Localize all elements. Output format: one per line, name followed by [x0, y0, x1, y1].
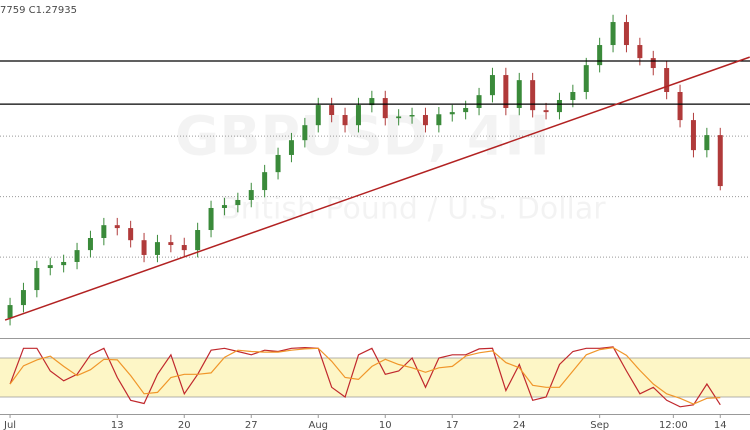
candle-body	[556, 99, 562, 113]
candle-body	[650, 58, 656, 69]
candle-body	[114, 225, 120, 229]
candle-body	[543, 110, 549, 113]
x-tick-label: Sep	[590, 420, 609, 430]
x-tick-label: 10	[379, 420, 392, 430]
x-tick-label: Jul	[3, 420, 16, 430]
x-tick-label: 20	[178, 420, 191, 430]
candle-body	[449, 112, 455, 115]
x-tick-label: 12:00	[659, 420, 688, 430]
candle-body	[315, 105, 321, 126]
candle-body	[7, 305, 13, 319]
candle-body	[717, 135, 723, 187]
candle-body	[570, 92, 576, 100]
candle-body	[302, 125, 308, 141]
candle-body	[262, 172, 268, 191]
candle-body	[168, 242, 174, 246]
x-tick-label: 14	[714, 420, 727, 430]
candle-body	[208, 207, 214, 231]
candle-body	[329, 105, 335, 116]
candle-body	[74, 250, 80, 262]
candle-body	[47, 265, 53, 269]
candle-body	[396, 116, 402, 119]
candle-body	[503, 75, 509, 108]
x-tick-label: 17	[446, 420, 459, 430]
candle-body	[34, 268, 40, 291]
candle-body	[583, 65, 589, 93]
x-tick-label: 27	[245, 420, 258, 430]
candle-body	[248, 190, 254, 200]
candle-body	[704, 135, 710, 151]
candle-body	[516, 80, 522, 108]
oscillator-line	[9, 346, 721, 405]
candle-body	[288, 140, 294, 155]
x-tick-label: Aug	[308, 420, 328, 430]
oscillator-band	[0, 358, 750, 397]
candle-body	[20, 290, 26, 306]
candle-body	[637, 45, 643, 59]
x-tick-label: 24	[513, 420, 526, 430]
candle-body	[154, 242, 160, 255]
candle-body	[87, 238, 93, 251]
candle-body	[181, 245, 187, 251]
candle-body	[221, 205, 227, 208]
candle-body	[690, 120, 696, 151]
candle-body	[436, 114, 442, 126]
candle-body	[409, 115, 415, 117]
candle-body	[677, 92, 683, 121]
candle-body	[369, 98, 375, 106]
candle-body	[610, 22, 616, 46]
candle-body	[141, 240, 147, 255]
candle-body	[128, 228, 134, 241]
candle-body	[422, 115, 428, 126]
candle-body	[530, 80, 536, 111]
trendline	[4, 56, 750, 321]
watermark-subtitle: British Pound / U.S. Dollar	[220, 192, 606, 227]
x-tick-label: 13	[111, 420, 124, 430]
candle-body	[463, 107, 469, 113]
candle-body	[664, 68, 670, 93]
candle-body	[61, 261, 67, 266]
candle-body	[195, 230, 201, 251]
candle-body	[235, 199, 241, 206]
oscillator-line	[9, 346, 721, 408]
candle-body	[382, 98, 388, 119]
candle-body	[355, 105, 361, 126]
ohlc-header: 7759 C1.27935	[0, 5, 77, 16]
candle-body	[342, 115, 348, 126]
candle-body	[476, 95, 482, 108]
candle-body	[489, 75, 495, 96]
candle-body	[597, 45, 603, 66]
candle-body	[101, 225, 107, 239]
candle-body	[623, 22, 629, 46]
candle-body	[275, 154, 281, 173]
